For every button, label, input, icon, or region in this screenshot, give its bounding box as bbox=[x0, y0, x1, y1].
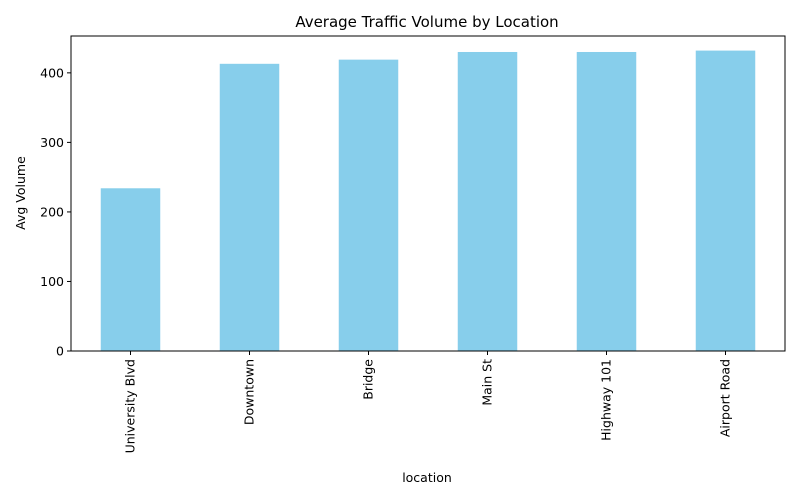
bar-university-blvd bbox=[100, 188, 161, 351]
bars-group bbox=[100, 50, 756, 352]
y-axis-label: Avg Volume bbox=[13, 156, 28, 230]
x-tick-label-main-st: Main St bbox=[480, 359, 495, 406]
bar-downtown bbox=[219, 63, 280, 352]
plot-frame bbox=[70, 35, 786, 352]
x-axis-label: location bbox=[402, 470, 452, 485]
x-tick-label-airport-road: Airport Road bbox=[718, 359, 733, 437]
bar-main-st bbox=[457, 51, 518, 352]
y-tick-label-200: 200 bbox=[40, 204, 64, 219]
bar-highway-101 bbox=[576, 51, 637, 352]
y-tick-label-0: 0 bbox=[56, 344, 64, 359]
chart-title: Average Traffic Volume by Location bbox=[295, 13, 558, 31]
x-tick-label-highway-101: Highway 101 bbox=[599, 359, 614, 441]
bar-airport-road bbox=[695, 50, 756, 351]
x-ticks-group: University Blvd Downtown Bridge Main St High… bbox=[123, 351, 733, 453]
y-ticks-group: 0 100 200 300 400 bbox=[40, 65, 71, 359]
y-tick-label-400: 400 bbox=[40, 65, 64, 80]
bar-bridge bbox=[338, 59, 399, 351]
x-tick-label-university-blvd: University Blvd bbox=[123, 359, 138, 453]
y-tick-label-300: 300 bbox=[40, 135, 64, 150]
x-tick-label-downtown: Downtown bbox=[242, 359, 257, 425]
y-tick-label-100: 100 bbox=[40, 274, 64, 289]
x-tick-label-bridge: Bridge bbox=[361, 359, 376, 400]
